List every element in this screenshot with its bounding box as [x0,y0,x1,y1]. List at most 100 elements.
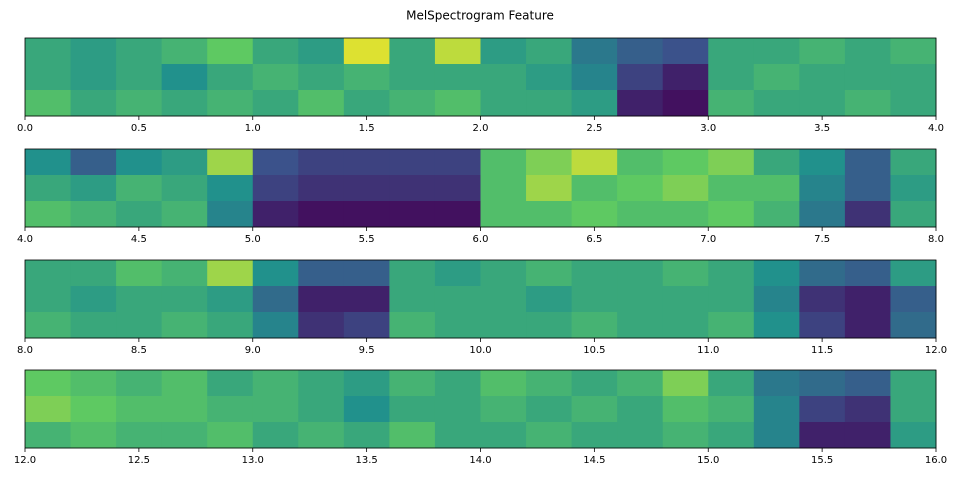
heatmap-cell [207,149,254,176]
heatmap-cell [844,260,891,287]
heatmap-cell [890,312,937,339]
heatmap-cell [389,260,436,287]
heatmap-cell [480,312,527,339]
x-tick-label: 6.5 [586,234,602,245]
heatmap-cell [662,260,709,287]
heatmap-cell [571,422,618,449]
heatmap-cell [617,422,664,449]
x-tick-label: 9.0 [245,345,261,356]
x-tick-label: 4.5 [131,234,147,245]
heatmap-cell [890,149,937,176]
heatmap-cell [662,64,709,91]
heatmap-cell [617,175,664,202]
heatmap-cell [434,260,481,287]
heatmap-cell [252,38,299,65]
heatmap-cell [25,201,72,228]
heatmap-cell [708,370,755,397]
x-tick-label: 2.5 [586,123,602,134]
heatmap-cell [708,90,755,117]
x-tick-label: 11.5 [811,345,833,356]
heatmap-cell [753,38,800,65]
heatmap-cell [526,396,573,423]
heatmap-cell [298,38,345,65]
x-tick-label: 5.0 [245,234,261,245]
heatmap-cell [25,286,72,313]
heatmap-cell [298,64,345,91]
heatmap-cell [708,201,755,228]
heatmap-cell [252,260,299,287]
heatmap-cell [343,38,390,65]
heatmap-cell [890,38,937,65]
heatmap-cell [480,175,527,202]
heatmap-cell [799,260,846,287]
heatmap-cell [662,422,709,449]
heatmap-cell [662,149,709,176]
heatmap-cell [207,201,254,228]
heatmap-cell [25,38,72,65]
heatmap-cell [571,38,618,65]
heatmap-cell [161,396,208,423]
heatmap-cell [799,286,846,313]
heatmap-cell [25,175,72,202]
heatmap-cell [662,175,709,202]
heatmap-cell [434,370,481,397]
heatmap-cell [799,64,846,91]
heatmap-cell [207,38,254,65]
x-tick-label: 14.5 [583,455,605,466]
heatmap-cell [526,64,573,91]
heatmap-cell [116,312,163,339]
heatmap-cell [526,422,573,449]
heatmap-cell [389,312,436,339]
heatmap-cell [753,90,800,117]
heatmap-cell [708,260,755,287]
x-tick-label: 4.0 [17,234,33,245]
x-tick-label: 13.0 [242,455,264,466]
x-tick-label: 4.0 [928,123,944,134]
heatmap-cell [617,38,664,65]
heatmap-cell [753,201,800,228]
heatmap-cell [25,312,72,339]
heatmap-cell [617,201,664,228]
heatmap-cell [708,38,755,65]
heatmap-cell [116,370,163,397]
heatmap-cell [662,286,709,313]
heatmap-cell [844,396,891,423]
heatmap-cell [25,396,72,423]
heatmap-cell [70,260,117,287]
heatmap-cell [161,312,208,339]
heatmap-cell [844,370,891,397]
heatmap-cell [70,396,117,423]
heatmap-cell [389,201,436,228]
heatmap-cell [389,286,436,313]
heatmap-cell [116,38,163,65]
heatmap-cell [389,38,436,65]
heatmap-cell [571,90,618,117]
heatmap-cell [252,201,299,228]
heatmap-cell [708,175,755,202]
heatmap-cell [343,312,390,339]
heatmap-cell [389,175,436,202]
heatmap-cell [662,312,709,339]
heatmap-cell [116,260,163,287]
heatmap-cell [252,149,299,176]
x-tick-label: 0.5 [131,123,147,134]
heatmap-cell [753,422,800,449]
heatmap-cell [252,64,299,91]
heatmap-cell [617,149,664,176]
heatmap-cell [480,149,527,176]
heatmap-cell [434,396,481,423]
heatmap-cell [116,175,163,202]
heatmap-cell [799,90,846,117]
heatmap-cell [799,312,846,339]
heatmap-cell [844,90,891,117]
heatmap-cell [890,201,937,228]
heatmap-cell [70,64,117,91]
x-tick-label: 6.0 [473,234,489,245]
heatmap-cell [25,422,72,449]
heatmap-cell [298,286,345,313]
heatmap-cell [207,260,254,287]
heatmap-cell [708,396,755,423]
heatmap-cell [480,370,527,397]
heatmap-cell [526,260,573,287]
